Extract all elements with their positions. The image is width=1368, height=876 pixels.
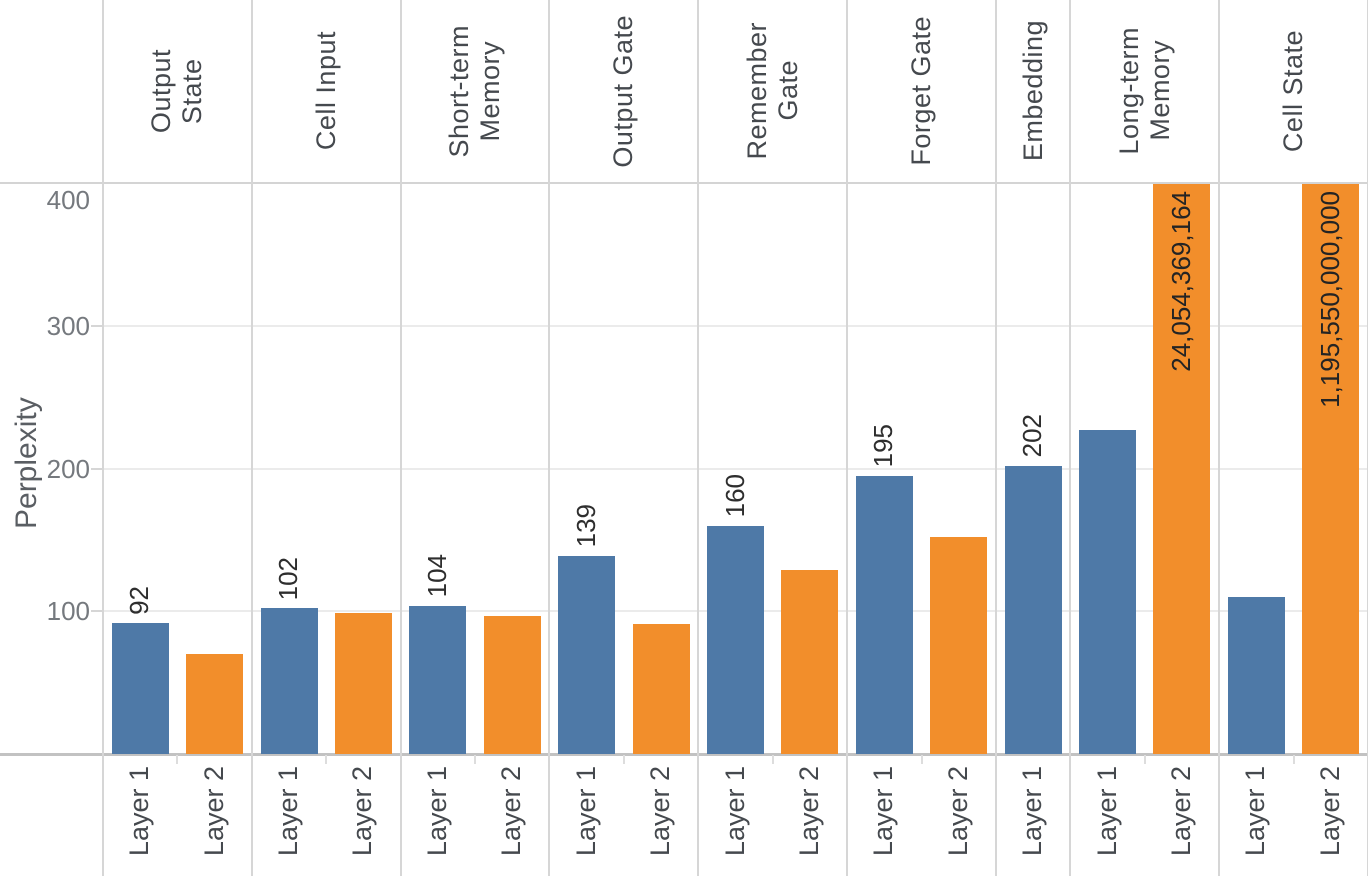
gridline-300 <box>103 324 1368 327</box>
column-header-cell: Short-term Memory <box>401 0 550 182</box>
x-axis-series-label: Layer 1 <box>124 766 155 857</box>
x-axis-series-label: Layer 2 <box>1314 766 1345 857</box>
group-header-label: Cell Input <box>310 31 341 151</box>
x-axis-series-label: Layer 1 <box>868 766 899 857</box>
y-tick-label: 100 <box>46 596 90 627</box>
bar-value-label: 1,195,550,000,000 <box>1314 191 1345 408</box>
group-separator <box>250 0 253 876</box>
y-tick-mark-100 <box>91 610 103 613</box>
bar-cell input-layer1[interactable] <box>260 608 318 754</box>
plot-left-border <box>102 0 104 876</box>
x-axis-series-label: Layer 1 <box>273 766 304 857</box>
x-minor-tick <box>920 755 923 764</box>
column-header-cell: Cell Input <box>252 0 401 182</box>
group-header-label: Remember Gate <box>741 22 803 160</box>
bar-value-label: 160 <box>719 474 750 518</box>
bar-embedding-layer1[interactable] <box>1004 465 1062 754</box>
x-axis-series-label: Layer 1 <box>1091 766 1122 857</box>
y-tick-label: 200 <box>46 453 90 484</box>
bar-value-label: 92 <box>124 585 155 615</box>
group-separator <box>697 0 700 876</box>
x-minor-tick <box>1292 755 1295 764</box>
bar-short-term-memory-layer1[interactable] <box>409 605 467 754</box>
y-tick-mark-200 <box>91 467 103 470</box>
bar-cell state-layer1[interactable] <box>1227 596 1285 754</box>
bar-value-label: 102 <box>273 557 304 601</box>
group-separator <box>846 0 849 876</box>
bar-output gate-layer2[interactable] <box>632 624 690 754</box>
bar-short-term-memory-layer2[interactable] <box>483 615 541 754</box>
x-axis-series-label: Layer 1 <box>421 766 452 857</box>
x-minor-tick <box>474 755 477 764</box>
column-header-cell: Output Gate <box>549 0 698 182</box>
x-axis-series-label: Layer 1 <box>1240 766 1271 857</box>
group-header-label: Short-term Memory <box>444 24 506 158</box>
group-header-label: Output Gate <box>608 14 639 168</box>
y-tick-mark-300 <box>91 324 103 327</box>
x-axis-series-label: Layer 2 <box>645 766 676 857</box>
bar-remember-gate-layer2[interactable] <box>781 569 839 754</box>
group-header-label: Long-term Memory <box>1113 27 1175 155</box>
bar-forget gate-layer1[interactable] <box>855 475 913 754</box>
x-axis-series-label: Layer 2 <box>942 766 973 857</box>
gridline-200 <box>103 467 1368 470</box>
column-header-cell: Forget Gate <box>847 0 996 182</box>
group-header-label: Embedding <box>1017 20 1048 162</box>
group-header-label: Forget Gate <box>905 16 936 166</box>
bar-forget gate-layer2[interactable] <box>930 537 988 754</box>
bar-remember-gate-layer1[interactable] <box>707 525 764 754</box>
bar-cell input-layer2[interactable] <box>334 612 392 754</box>
x-axis-series-label: Layer 2 <box>496 766 527 857</box>
group-separator <box>1218 0 1221 876</box>
bar-value-label: 104 <box>421 554 452 598</box>
x-axis-series-label: Layer 1 <box>570 766 601 857</box>
x-minor-tick <box>176 755 179 764</box>
x-minor-tick <box>622 755 625 764</box>
x-minor-tick <box>325 755 328 764</box>
bar-value-label: 24,054,369,164 <box>1165 191 1196 372</box>
x-axis-series-label: Layer 2 <box>1165 766 1196 857</box>
bar-value-label: 202 <box>1017 414 1048 458</box>
x-axis-line <box>0 753 1368 756</box>
bar-cell state-layer2[interactable] <box>1302 184 1360 754</box>
bar-output-state-layer2[interactable] <box>186 654 244 754</box>
column-header-cell: Cell State <box>1219 0 1368 182</box>
x-minor-tick <box>1143 755 1146 764</box>
group-header-label: Output State <box>146 48 208 134</box>
group-separator <box>994 0 997 876</box>
bar-long-term-memory-layer2[interactable] <box>1153 184 1211 754</box>
column-header-cell: Remember Gate <box>698 0 847 182</box>
x-axis-series-label: Layer 2 <box>198 766 229 857</box>
bar-long-term-memory-layer1[interactable] <box>1079 429 1137 754</box>
bar-value-label: 139 <box>570 504 601 548</box>
bar-output-state-layer1[interactable] <box>111 622 169 754</box>
x-axis-series-label: Layer 2 <box>347 766 378 857</box>
y-tick-label: 400 <box>46 185 90 215</box>
column-header-cell: Long-term Memory <box>1070 0 1219 182</box>
column-header-cell: Output State <box>103 0 252 182</box>
group-separator <box>1069 0 1072 876</box>
bar-value-label: 195 <box>868 424 899 468</box>
group-separator <box>548 0 551 876</box>
bar-output gate-layer1[interactable] <box>558 555 616 754</box>
x-axis-series-label: Layer 1 <box>719 766 750 857</box>
column-header-cell: Embedding <box>996 0 1070 182</box>
y-tick-label: 300 <box>46 310 90 341</box>
x-minor-tick <box>771 755 774 764</box>
x-axis-series-label: Layer 1 <box>1017 766 1048 857</box>
plot-top-border <box>0 182 1368 184</box>
x-axis-series-label: Layer 2 <box>793 766 824 857</box>
group-header-label: Cell State <box>1278 29 1309 153</box>
group-separator <box>399 0 402 876</box>
